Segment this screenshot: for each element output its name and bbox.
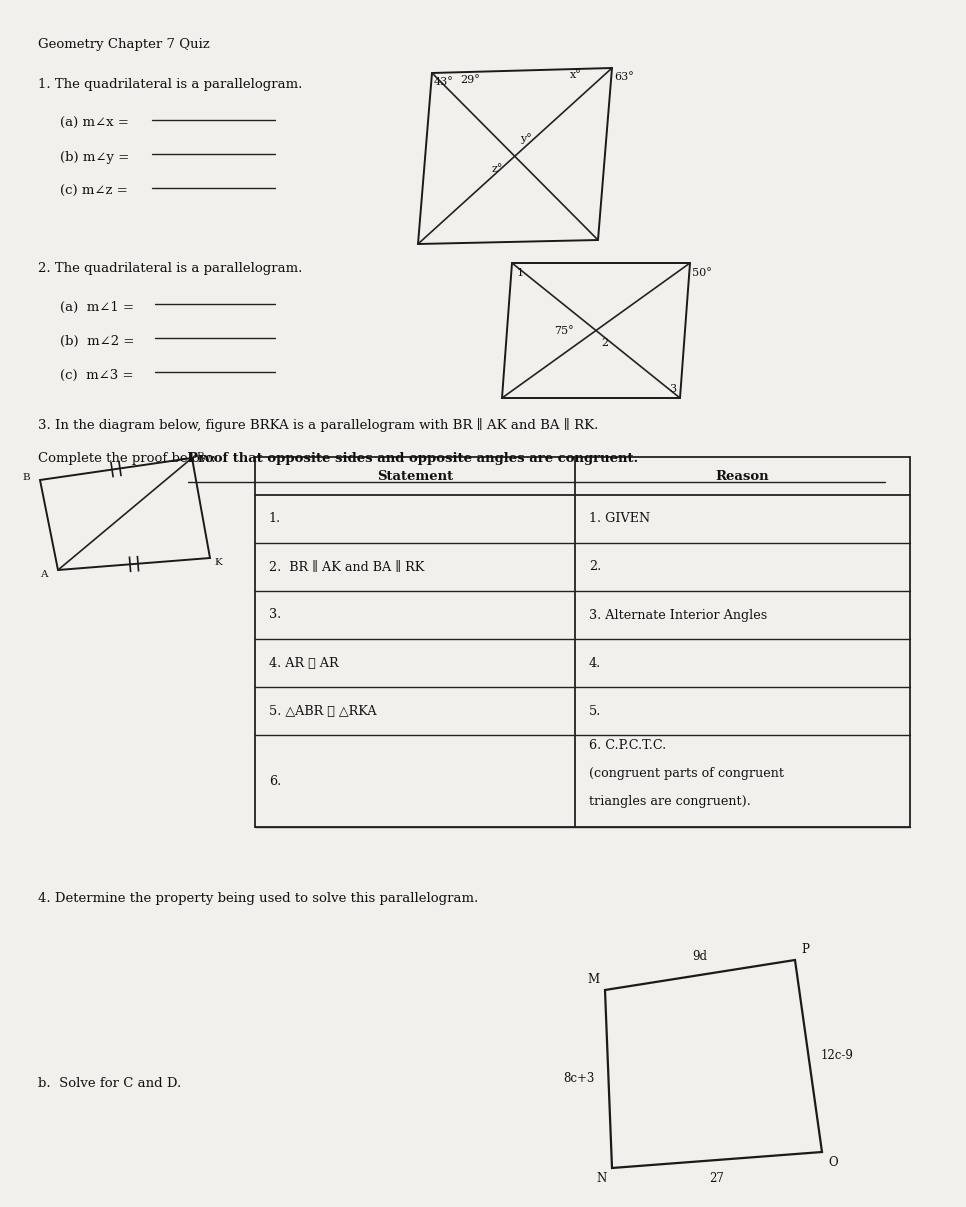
Text: Proof that opposite sides and opposite angles are congruent.: Proof that opposite sides and opposite a… <box>188 451 639 465</box>
Text: Complete the proof below:: Complete the proof below: <box>38 451 220 465</box>
Text: 6.: 6. <box>269 775 281 787</box>
Text: 3. In the diagram below, figure BRKA is a parallelogram with BR ∥ AK and BA ∥ RK: 3. In the diagram below, figure BRKA is … <box>38 418 598 432</box>
Text: (c)  m∠3 =: (c) m∠3 = <box>60 369 138 381</box>
Text: (b) m∠y =: (b) m∠y = <box>60 151 133 164</box>
Text: 63°: 63° <box>614 72 634 82</box>
Text: O: O <box>828 1156 838 1170</box>
Text: 4.: 4. <box>589 657 601 670</box>
Text: K: K <box>214 558 222 567</box>
Text: 2.: 2. <box>589 560 601 573</box>
Text: 8c+3: 8c+3 <box>563 1073 594 1085</box>
Text: 3. Alternate Interior Angles: 3. Alternate Interior Angles <box>589 608 767 622</box>
Text: (a)  m∠1 =: (a) m∠1 = <box>60 301 138 314</box>
Text: 1: 1 <box>517 268 525 278</box>
Text: 6. C.P.C.T.C.: 6. C.P.C.T.C. <box>589 739 667 752</box>
Text: (c) m∠z =: (c) m∠z = <box>60 185 132 198</box>
Text: 1.: 1. <box>269 513 281 525</box>
Text: (b)  m∠2 =: (b) m∠2 = <box>60 336 139 348</box>
Text: 2.  BR ∥ AK and BA ∥ RK: 2. BR ∥ AK and BA ∥ RK <box>269 560 424 573</box>
Text: M: M <box>588 973 600 986</box>
Text: x°: x° <box>570 70 582 80</box>
Text: 1. GIVEN: 1. GIVEN <box>589 513 650 525</box>
Text: 29°: 29° <box>460 75 480 84</box>
Text: (a) m∠x =: (a) m∠x = <box>60 117 133 130</box>
Text: Geometry Chapter 7 Quiz: Geometry Chapter 7 Quiz <box>38 37 210 51</box>
Text: N: N <box>597 1172 607 1185</box>
Text: b.  Solve for C and D.: b. Solve for C and D. <box>38 1077 182 1090</box>
Text: 50°: 50° <box>692 268 712 278</box>
Text: 5. △ABR ≅ △RKA: 5. △ABR ≅ △RKA <box>269 705 377 717</box>
Text: 43°: 43° <box>434 77 454 87</box>
Text: 3.: 3. <box>269 608 281 622</box>
Text: 2. The quadrilateral is a parallelogram.: 2. The quadrilateral is a parallelogram. <box>38 262 302 275</box>
Text: 2: 2 <box>601 338 609 349</box>
Text: 27: 27 <box>710 1172 724 1185</box>
Text: P: P <box>801 943 809 956</box>
Text: 9d: 9d <box>693 950 707 963</box>
Text: R: R <box>196 451 204 461</box>
Text: (congruent parts of congruent: (congruent parts of congruent <box>589 766 784 780</box>
Text: 12c-9: 12c-9 <box>820 1050 853 1062</box>
Text: A: A <box>40 570 47 579</box>
Text: 75°: 75° <box>554 326 574 336</box>
Text: 4. Determine the property being used to solve this parallelogram.: 4. Determine the property being used to … <box>38 892 478 905</box>
Text: 3: 3 <box>668 384 676 393</box>
Text: 5.: 5. <box>589 705 602 717</box>
Text: 1. The quadrilateral is a parallelogram.: 1. The quadrilateral is a parallelogram. <box>38 78 302 91</box>
Text: B: B <box>22 473 30 483</box>
Text: y°: y° <box>520 134 531 145</box>
Text: 4. AR ≅ AR: 4. AR ≅ AR <box>269 657 339 670</box>
Text: Reason: Reason <box>716 470 769 483</box>
Text: z°: z° <box>492 164 503 175</box>
Text: triangles are congruent).: triangles are congruent). <box>589 795 751 807</box>
Text: Statement: Statement <box>377 470 453 483</box>
